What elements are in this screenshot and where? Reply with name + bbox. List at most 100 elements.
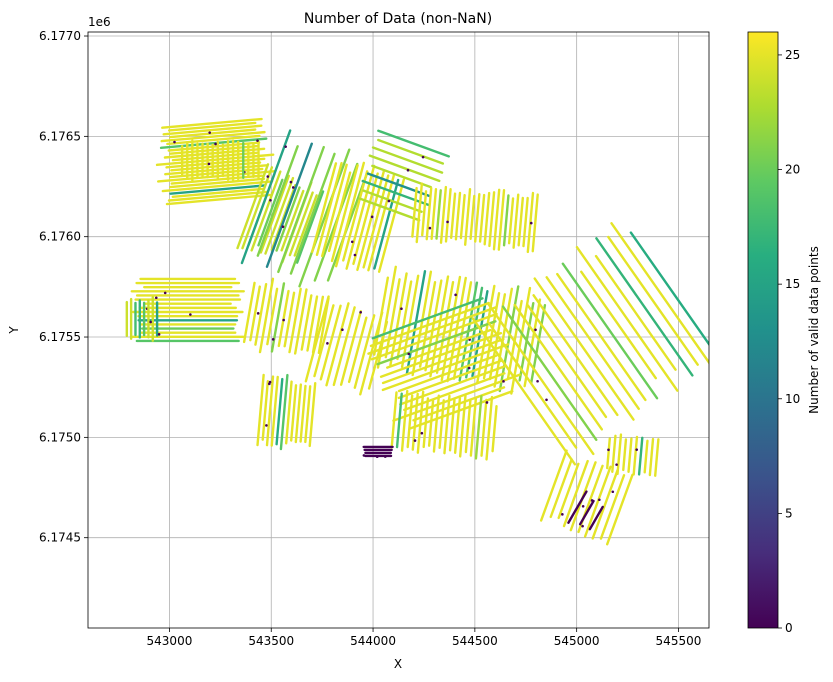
survey-line: [629, 231, 709, 347]
survey-line: [478, 193, 486, 243]
survey-line: [491, 405, 498, 453]
low-count-point: [400, 307, 403, 311]
survey-line: [275, 186, 301, 252]
survey-line: [304, 385, 312, 444]
survey-line: [474, 395, 483, 460]
survey-line: [416, 390, 425, 454]
survey-line: [599, 474, 626, 540]
survey-line: [549, 458, 573, 519]
survey-line: [444, 187, 452, 243]
survey-line: [594, 254, 677, 371]
survey-line: [289, 384, 298, 442]
survey-line: [159, 137, 268, 150]
survey-line: [610, 222, 709, 365]
x-axis: 543000 543500 544000 544500 545000 545500: [147, 628, 702, 648]
survey-line: [483, 191, 491, 246]
low-count-point: [256, 139, 259, 142]
survey-line: [448, 398, 456, 452]
survey-line: [166, 134, 261, 146]
survey-line: [400, 389, 409, 452]
survey-line: [169, 167, 264, 179]
low-count-point: [590, 499, 594, 502]
survey-line: [313, 304, 335, 378]
survey-line: [241, 166, 274, 250]
low-count-point: [157, 333, 161, 336]
survey-line: [270, 375, 279, 447]
survey-line: [531, 193, 539, 253]
survey-line: [588, 505, 604, 531]
survey-line: [299, 384, 307, 443]
survey-line: [429, 275, 450, 378]
survey-line: [397, 354, 498, 393]
low-count-point: [536, 379, 539, 383]
survey-line: [161, 117, 263, 129]
survey-line: [288, 287, 302, 354]
x-tick-label: 545000: [554, 634, 600, 648]
survey-line: [279, 373, 289, 451]
survey-line: [595, 237, 694, 377]
survey-line: [334, 161, 366, 268]
survey-line: [395, 392, 403, 449]
colorbar-tick-label: 15: [785, 277, 800, 291]
survey-line: [465, 286, 484, 379]
survey-line: [443, 394, 451, 455]
survey-line: [512, 193, 520, 249]
survey-line: [275, 377, 284, 446]
low-count-point: [467, 366, 471, 370]
survey-line: [390, 391, 398, 449]
survey-line: [347, 316, 368, 384]
survey-line: [567, 490, 588, 524]
survey-line: [424, 279, 443, 372]
survey-line: [539, 449, 568, 522]
survey-line: [513, 303, 604, 431]
low-count-point: [407, 352, 411, 356]
low-count-point: [256, 312, 260, 315]
low-count-point: [598, 498, 601, 502]
low-count-point: [615, 463, 618, 466]
low-count-point: [207, 162, 211, 166]
survey-line: [379, 331, 503, 378]
survey-line: [171, 187, 265, 199]
low-count-point: [581, 524, 584, 528]
survey-line: [280, 189, 305, 252]
survey-line: [469, 396, 478, 457]
survey-line: [169, 128, 257, 139]
survey-line: [432, 394, 441, 453]
survey-line: [439, 185, 448, 244]
low-count-point: [607, 448, 610, 452]
survey-line: [425, 186, 433, 241]
survey-line: [160, 130, 266, 143]
survey-line: [580, 270, 657, 380]
low-count-point: [413, 439, 417, 442]
survey-line: [440, 275, 462, 382]
low-count-point: [154, 296, 158, 300]
survey-line: [637, 436, 644, 476]
survey-line: [464, 399, 472, 454]
survey-line: [453, 396, 462, 454]
survey-line: [294, 383, 303, 444]
survey-line: [606, 437, 611, 470]
survey-line: [396, 280, 413, 361]
survey-line: [167, 190, 269, 202]
survey-line: [265, 375, 275, 447]
low-count-point: [267, 382, 271, 386]
survey-line: [270, 183, 297, 251]
survey-line: [463, 188, 472, 246]
survey-line: [611, 434, 617, 473]
survey-line: [371, 297, 484, 340]
survey-line: [526, 304, 608, 419]
survey-line: [381, 343, 510, 392]
survey-line: [162, 124, 263, 136]
survey-line: [256, 145, 299, 257]
survey-line: [308, 381, 317, 448]
survey-line: [469, 194, 476, 241]
survey-line: [616, 433, 623, 476]
low-count-point: [214, 142, 217, 146]
survey-line: [339, 310, 363, 386]
survey-line: [295, 190, 325, 264]
survey-line: [415, 182, 424, 244]
low-count-point: [383, 455, 387, 458]
x-tick-label: 545500: [656, 634, 702, 648]
survey-line: [367, 306, 497, 355]
low-count-point: [265, 424, 268, 427]
